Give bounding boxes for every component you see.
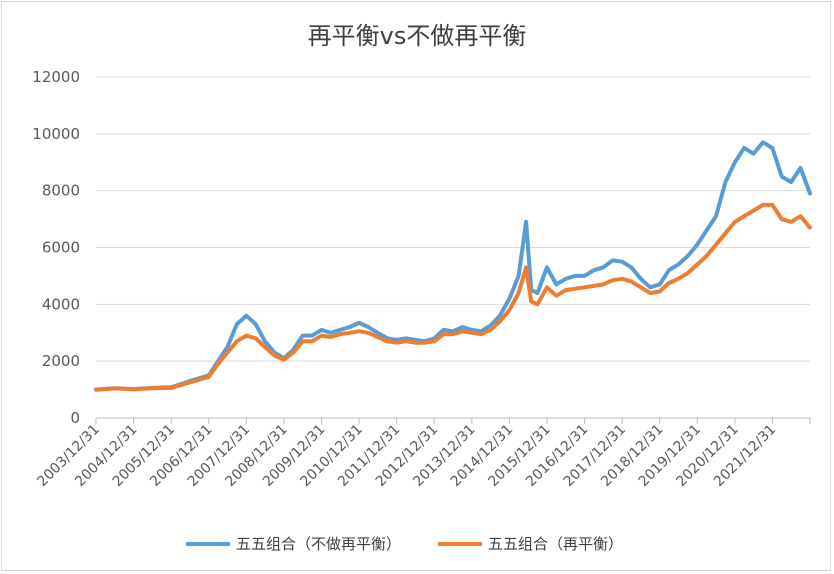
y-gridlines bbox=[96, 76, 810, 362]
x-axis-ticks: 2003/12/312004/12/312005/12/312006/12/31… bbox=[34, 422, 779, 490]
legend: 五五组合（不做再平衡） 五五组合（再平衡） bbox=[186, 535, 623, 553]
series-lines bbox=[94, 140, 812, 392]
y-tick-label: 2000 bbox=[42, 352, 80, 370]
y-tick-label: 10000 bbox=[32, 125, 80, 143]
x-axis bbox=[95, 417, 811, 424]
legend-label-1: 五五组合（不做再平衡） bbox=[236, 535, 401, 553]
y-tick-label: 4000 bbox=[42, 295, 80, 313]
y-axis-ticks: 0 2000 4000 6000 8000 10000 12000 bbox=[32, 68, 80, 427]
y-tick-label: 12000 bbox=[32, 68, 80, 86]
legend-label-2: 五五组合（再平衡） bbox=[488, 535, 623, 553]
series-line-2 bbox=[94, 202, 812, 392]
series-line-1 bbox=[94, 140, 812, 392]
y-tick-label: 8000 bbox=[42, 182, 80, 200]
y-tick-label: 0 bbox=[70, 409, 80, 427]
y-tick-label: 6000 bbox=[42, 239, 80, 257]
chart-title: 再平衡vs不做再平衡 bbox=[308, 22, 527, 50]
